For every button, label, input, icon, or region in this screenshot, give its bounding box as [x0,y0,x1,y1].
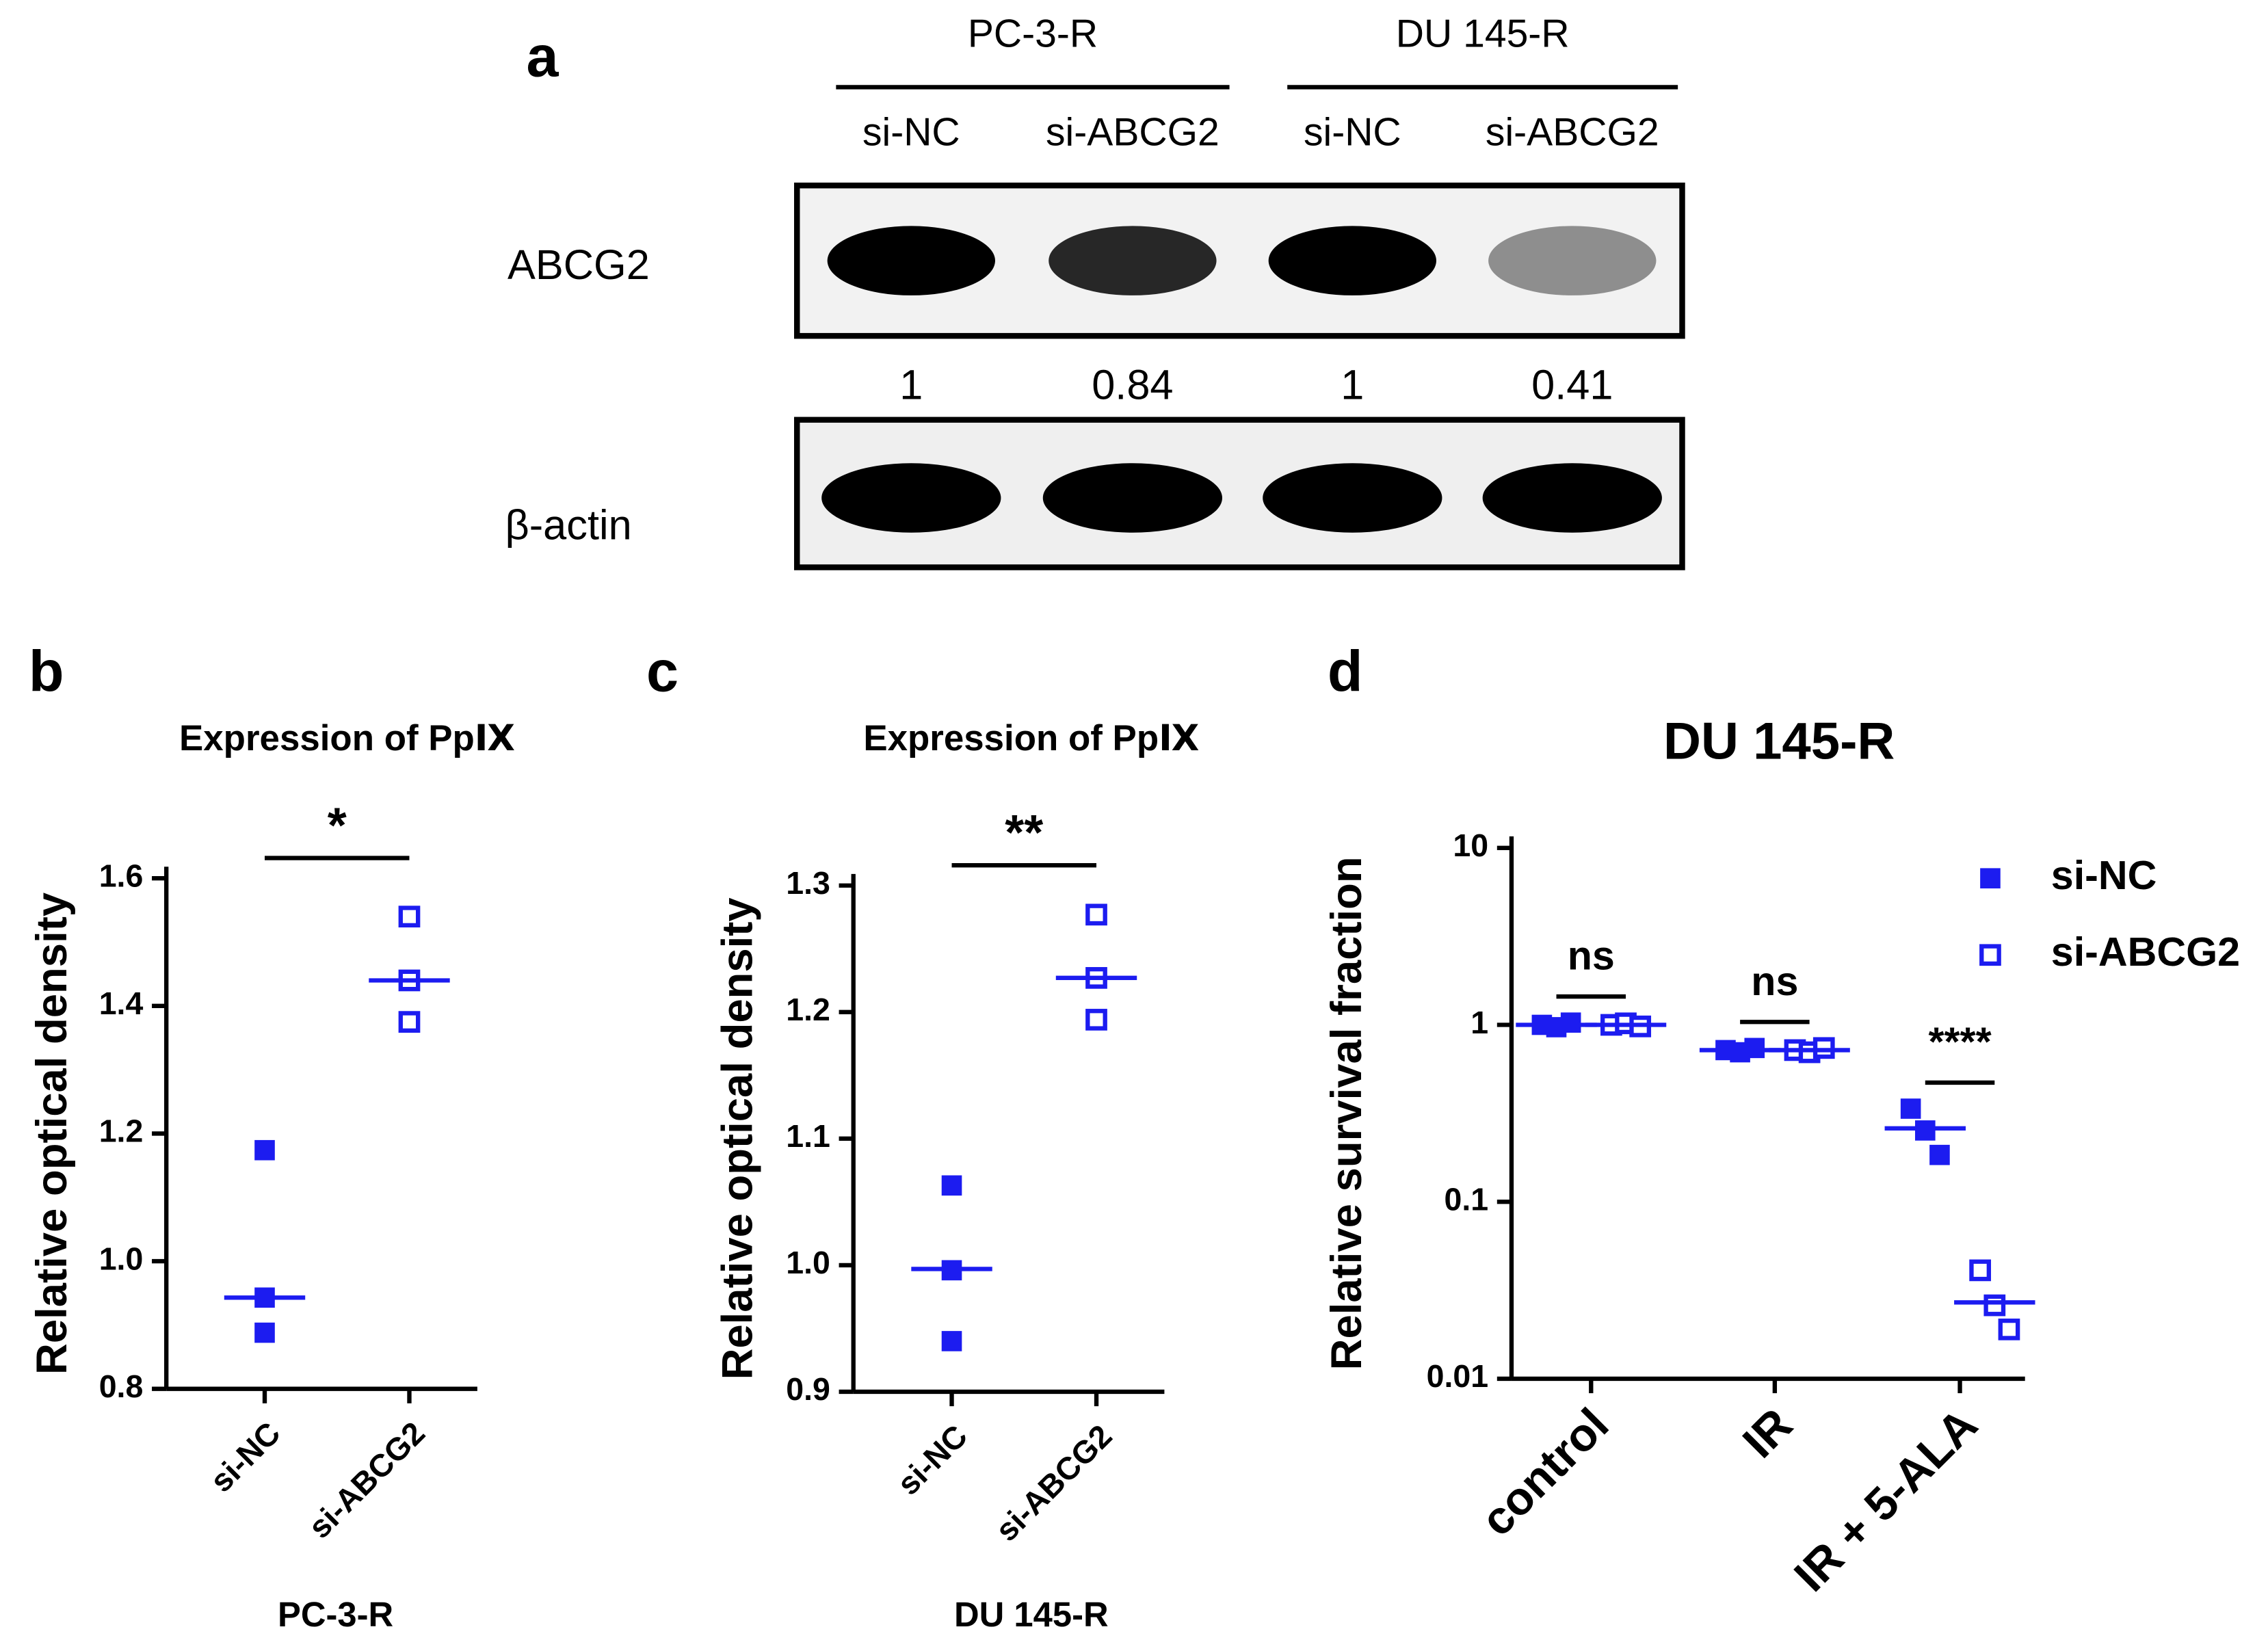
quant-label: 1 [899,360,923,408]
band [1049,226,1217,295]
panel-label: c [646,638,678,703]
band [827,226,995,295]
point [941,1331,962,1351]
chart-title: Expression of PpⅨ [863,718,1199,758]
panel-label: b [29,638,64,703]
y-axis-label: Relative survival fraction [1323,856,1371,1370]
significance-label: **** [1928,1019,1991,1065]
quant-label: 1 [1341,360,1364,408]
lane-label: si-NC [1304,110,1401,154]
lane-label: si-NC [862,110,960,154]
significance-label: ns [1568,933,1615,979]
y-tick-label: 1 [1471,1005,1488,1040]
y-tick-label: 1.6 [99,858,144,893]
point [1983,1294,2006,1317]
point [1998,1318,2020,1340]
x-tick-label: control [1471,1399,1618,1546]
y-tick-label: 1.3 [786,865,830,901]
x-tick-label: si-NC [891,1418,975,1502]
panel-label: a [527,24,559,89]
point [1929,1144,1950,1165]
x-tick-label: IR [1733,1399,1802,1468]
y-axis-label: Relative optical density [28,893,76,1375]
x-axis-label: DU 145-R [954,1595,1109,1634]
point [1969,1259,1992,1282]
point [254,1322,275,1343]
quant-label: 0.41 [1531,360,1613,408]
point [1085,1009,1107,1031]
group-label: DU 145-R [1396,12,1570,55]
legend-label: si-NC [2051,852,2157,898]
point [1900,1098,1921,1119]
significance-label: * [328,798,347,853]
x-tick-label: IR + 5-ALA [1784,1399,1987,1601]
y-tick-label: 1.2 [99,1113,144,1149]
point [398,1011,421,1033]
band [1482,463,1662,533]
y-axis-label: Relative optical density [714,897,762,1379]
y-tick-label: 1.0 [786,1245,830,1280]
y-tick-label: 0.1 [1444,1181,1488,1217]
point [1560,1012,1581,1033]
legend-marker [1980,868,2001,888]
y-tick-label: 0.01 [1427,1358,1489,1394]
y-tick-label: 0.9 [786,1371,830,1407]
significance-label: ns [1751,958,1798,1004]
legend-label: si-ABCG2 [2051,929,2240,975]
panel-label: d [1328,638,1363,703]
chart-title: DU 145-R [1663,713,1895,771]
x-tick-label: si-ABCG2 [988,1418,1118,1548]
point [398,906,421,928]
x-axis-label: PC-3-R [278,1595,393,1634]
y-tick-label: 1.1 [786,1118,830,1154]
point [1085,903,1107,926]
lane-label: si-ABCG2 [1046,110,1219,154]
x-tick-label: si-ABCG2 [302,1415,432,1545]
chart-title: Expression of PpⅨ [179,718,515,758]
y-tick-label: 1.2 [786,992,830,1027]
band [821,463,1001,533]
band [1263,463,1442,533]
x-tick-label: si-NC [203,1415,287,1499]
y-tick-label: 0.8 [99,1369,144,1404]
quant-label: 0.84 [1092,360,1173,408]
y-tick-label: 1.0 [99,1241,144,1276]
row-label: ABCG2 [507,241,650,288]
point [254,1139,275,1161]
y-tick-label: 1.4 [99,986,144,1021]
band [1042,463,1223,533]
row-label: β-actin [505,501,632,549]
point [941,1175,962,1196]
significance-label: ** [1005,806,1043,860]
lane-label: si-ABCG2 [1486,110,1659,154]
group-label: PC-3-R [968,12,1098,55]
band [1268,226,1436,295]
y-tick-label: 10 [1453,828,1488,863]
band [1488,226,1657,295]
legend-marker [1979,944,2001,966]
